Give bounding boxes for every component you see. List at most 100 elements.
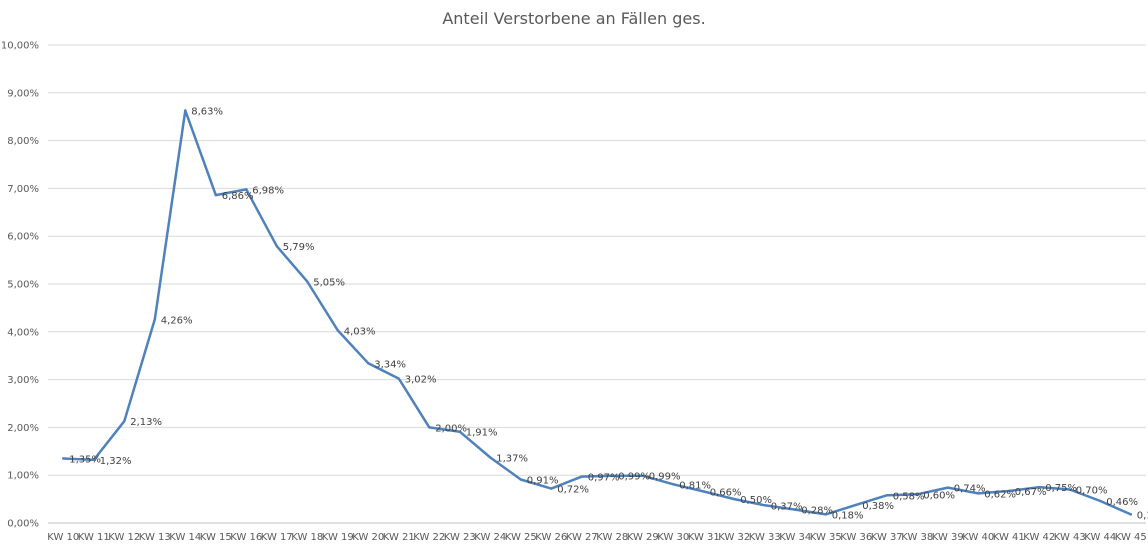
data-label: 3,02% bbox=[405, 375, 437, 386]
y-tick-label: 9,00% bbox=[7, 88, 39, 99]
gridlines bbox=[48, 44, 1146, 524]
x-tick-label: KW 34 bbox=[779, 532, 811, 543]
data-label: 0,75% bbox=[1045, 483, 1077, 494]
data-point bbox=[611, 474, 614, 477]
x-tick-label: KW 25 bbox=[505, 532, 537, 543]
data-point bbox=[214, 193, 217, 197]
x-tick-label: KW 19 bbox=[322, 532, 354, 543]
x-tick-label: KW 18 bbox=[291, 532, 323, 543]
data-point bbox=[275, 245, 278, 248]
data-point bbox=[672, 483, 675, 486]
data-label: 0,50% bbox=[740, 495, 772, 506]
data-point bbox=[428, 426, 431, 429]
data-label: 1,91% bbox=[466, 428, 498, 439]
data-point bbox=[1129, 513, 1132, 516]
data-label: 0,74% bbox=[954, 484, 986, 495]
data-point bbox=[519, 478, 522, 481]
data-point bbox=[1068, 488, 1071, 491]
data-label: 0,81% bbox=[679, 480, 711, 491]
y-tick-label: 8,00% bbox=[7, 136, 39, 147]
x-tick-label: KW 10 bbox=[47, 532, 79, 543]
data-label: 0,37% bbox=[771, 501, 803, 512]
data-point bbox=[397, 377, 400, 380]
x-tick-label: KW 40 bbox=[962, 532, 994, 543]
x-tick-label: KW 23 bbox=[444, 532, 476, 543]
data-point bbox=[641, 474, 644, 477]
x-tick-label: KW 43 bbox=[1054, 532, 1086, 543]
data-label: 0,66% bbox=[710, 487, 742, 498]
x-tick-label: KW 42 bbox=[1023, 532, 1055, 543]
data-point bbox=[550, 487, 553, 490]
data-point bbox=[489, 456, 492, 459]
series-line bbox=[62, 109, 1133, 516]
data-label: 2,13% bbox=[130, 417, 162, 428]
data-point bbox=[855, 503, 858, 507]
x-tick-label: KW 38 bbox=[901, 532, 933, 543]
x-tick-label: KW 36 bbox=[840, 532, 872, 543]
data-point bbox=[123, 419, 126, 423]
data-label: 2,00% bbox=[435, 423, 467, 434]
data-point bbox=[580, 475, 583, 478]
data-point bbox=[702, 490, 705, 493]
data-point bbox=[336, 329, 339, 332]
x-tick-label: KW 41 bbox=[993, 532, 1025, 543]
data-label: 0,72% bbox=[557, 485, 589, 496]
data-label: 1,37% bbox=[496, 454, 528, 465]
data-label: 6,86% bbox=[222, 191, 254, 202]
y-tick-label: 10,00% bbox=[1, 41, 39, 52]
data-point bbox=[885, 494, 888, 497]
x-tick-label: KW 33 bbox=[749, 532, 781, 543]
x-tick-label: KW 26 bbox=[535, 532, 567, 543]
data-label: 0,58% bbox=[893, 491, 925, 502]
y-tick-label: 7,00% bbox=[7, 184, 39, 195]
x-tick-label: KW 28 bbox=[596, 532, 628, 543]
data-point bbox=[458, 430, 461, 433]
x-tick-label: KW 15 bbox=[200, 532, 232, 543]
x-tick-label: KW 17 bbox=[261, 532, 293, 543]
x-tick-label: KW 37 bbox=[871, 532, 903, 543]
x-tick-label: KW 29 bbox=[627, 532, 659, 543]
data-point bbox=[733, 497, 736, 501]
data-label: 5,05% bbox=[313, 278, 345, 289]
x-tick-label: KW 12 bbox=[108, 532, 140, 543]
data-label: 0,62% bbox=[984, 489, 1016, 500]
y-tick-label: 3,00% bbox=[7, 375, 39, 386]
data-point bbox=[245, 188, 248, 191]
data-point bbox=[1038, 485, 1041, 489]
x-tick-label: KW 45 bbox=[1115, 532, 1147, 543]
data-label: 0,18% bbox=[1137, 510, 1148, 521]
data-label: 0,38% bbox=[862, 501, 894, 512]
x-tick-label: KW 24 bbox=[474, 532, 506, 543]
y-axis: 0,00% 1,00% 2,00% 3,00% 4,00% 5,00% 6,00% 7,00%… bbox=[1, 41, 39, 530]
x-tick-label: KW 39 bbox=[932, 532, 964, 543]
data-point bbox=[1007, 489, 1010, 493]
x-tick-label: KW 11 bbox=[78, 532, 110, 543]
data-label: 3,34% bbox=[374, 359, 406, 370]
data-label: 0,60% bbox=[923, 490, 955, 501]
data-point bbox=[763, 504, 766, 507]
x-tick-label: KW 32 bbox=[718, 532, 750, 543]
data-label: 4,03% bbox=[344, 326, 376, 337]
y-tick-label: 4,00% bbox=[7, 327, 39, 338]
data-label: 0,46% bbox=[1106, 497, 1138, 508]
y-tick-label: 5,00% bbox=[7, 280, 39, 291]
data-label: 4,26% bbox=[161, 315, 193, 326]
data-point bbox=[824, 513, 827, 516]
data-label: 0,97% bbox=[588, 473, 620, 484]
x-tick-label: KW 30 bbox=[657, 532, 689, 543]
x-tick-label: KW 20 bbox=[352, 532, 384, 543]
data-label: 1,32% bbox=[100, 456, 132, 467]
data-label: 0,18% bbox=[832, 510, 864, 521]
y-tick-label: 1,00% bbox=[7, 471, 39, 482]
data-labels: 1,35%1,32% 2,13% 4,26% 8,63% 6,86%6,98% 5,79%… bbox=[69, 106, 1148, 521]
data-label: 0,99% bbox=[618, 472, 650, 483]
x-tick-label: KW 16 bbox=[230, 532, 262, 543]
data-point bbox=[946, 486, 949, 489]
data-label: 0,91% bbox=[527, 476, 559, 487]
x-tick-label: KW 22 bbox=[413, 532, 445, 543]
data-label: 0,70% bbox=[1076, 486, 1108, 497]
x-tick-label: KW 44 bbox=[1084, 532, 1116, 543]
x-tick-label: KW 13 bbox=[139, 532, 171, 543]
